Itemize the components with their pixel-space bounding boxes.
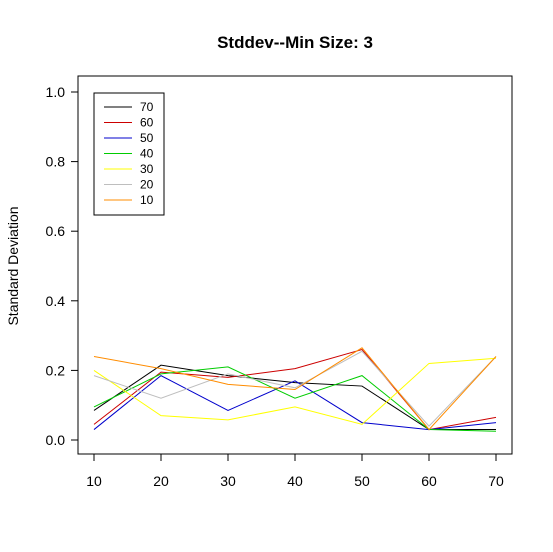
x-tick-label: 30 (220, 473, 236, 489)
y-tick-label: 0.8 (46, 154, 66, 170)
series-lines (93, 347, 497, 432)
x-tick-label: 50 (354, 473, 370, 489)
series-line-50 (93, 375, 497, 431)
x-axis: 10 20 30 40 50 60 70 (86, 453, 504, 489)
x-tick-label: 40 (287, 473, 303, 489)
y-tick-label: 1.0 (46, 84, 66, 100)
legend-label: 40 (140, 147, 154, 161)
legend-label: 60 (140, 116, 154, 130)
y-tick-label: 0.6 (46, 223, 66, 239)
y-axis: 0.0 0.2 0.4 0.6 0.8 1.0 (46, 84, 79, 448)
series-line-70 (93, 364, 496, 431)
legend-label: 70 (140, 100, 154, 114)
y-tick-label: 0.2 (46, 362, 66, 378)
y-axis-label: Standard Deviation (5, 206, 21, 325)
legend-label: 30 (140, 162, 154, 176)
x-tick-label: 20 (153, 473, 169, 489)
y-tick-label: 0.4 (46, 293, 66, 309)
series-line-20 (93, 350, 497, 427)
y-tick-label: 0.0 (46, 432, 66, 448)
series-line-10 (93, 347, 497, 431)
x-tick-label: 70 (488, 473, 504, 489)
legend-label: 50 (140, 131, 154, 145)
x-tick-label: 60 (421, 473, 437, 489)
legend-label: 10 (140, 193, 154, 207)
legend-label: 20 (140, 178, 154, 192)
chart-title: Stddev--Min Size: 3 (217, 33, 373, 52)
x-tick-label: 10 (86, 473, 102, 489)
series-line-30 (93, 357, 497, 425)
